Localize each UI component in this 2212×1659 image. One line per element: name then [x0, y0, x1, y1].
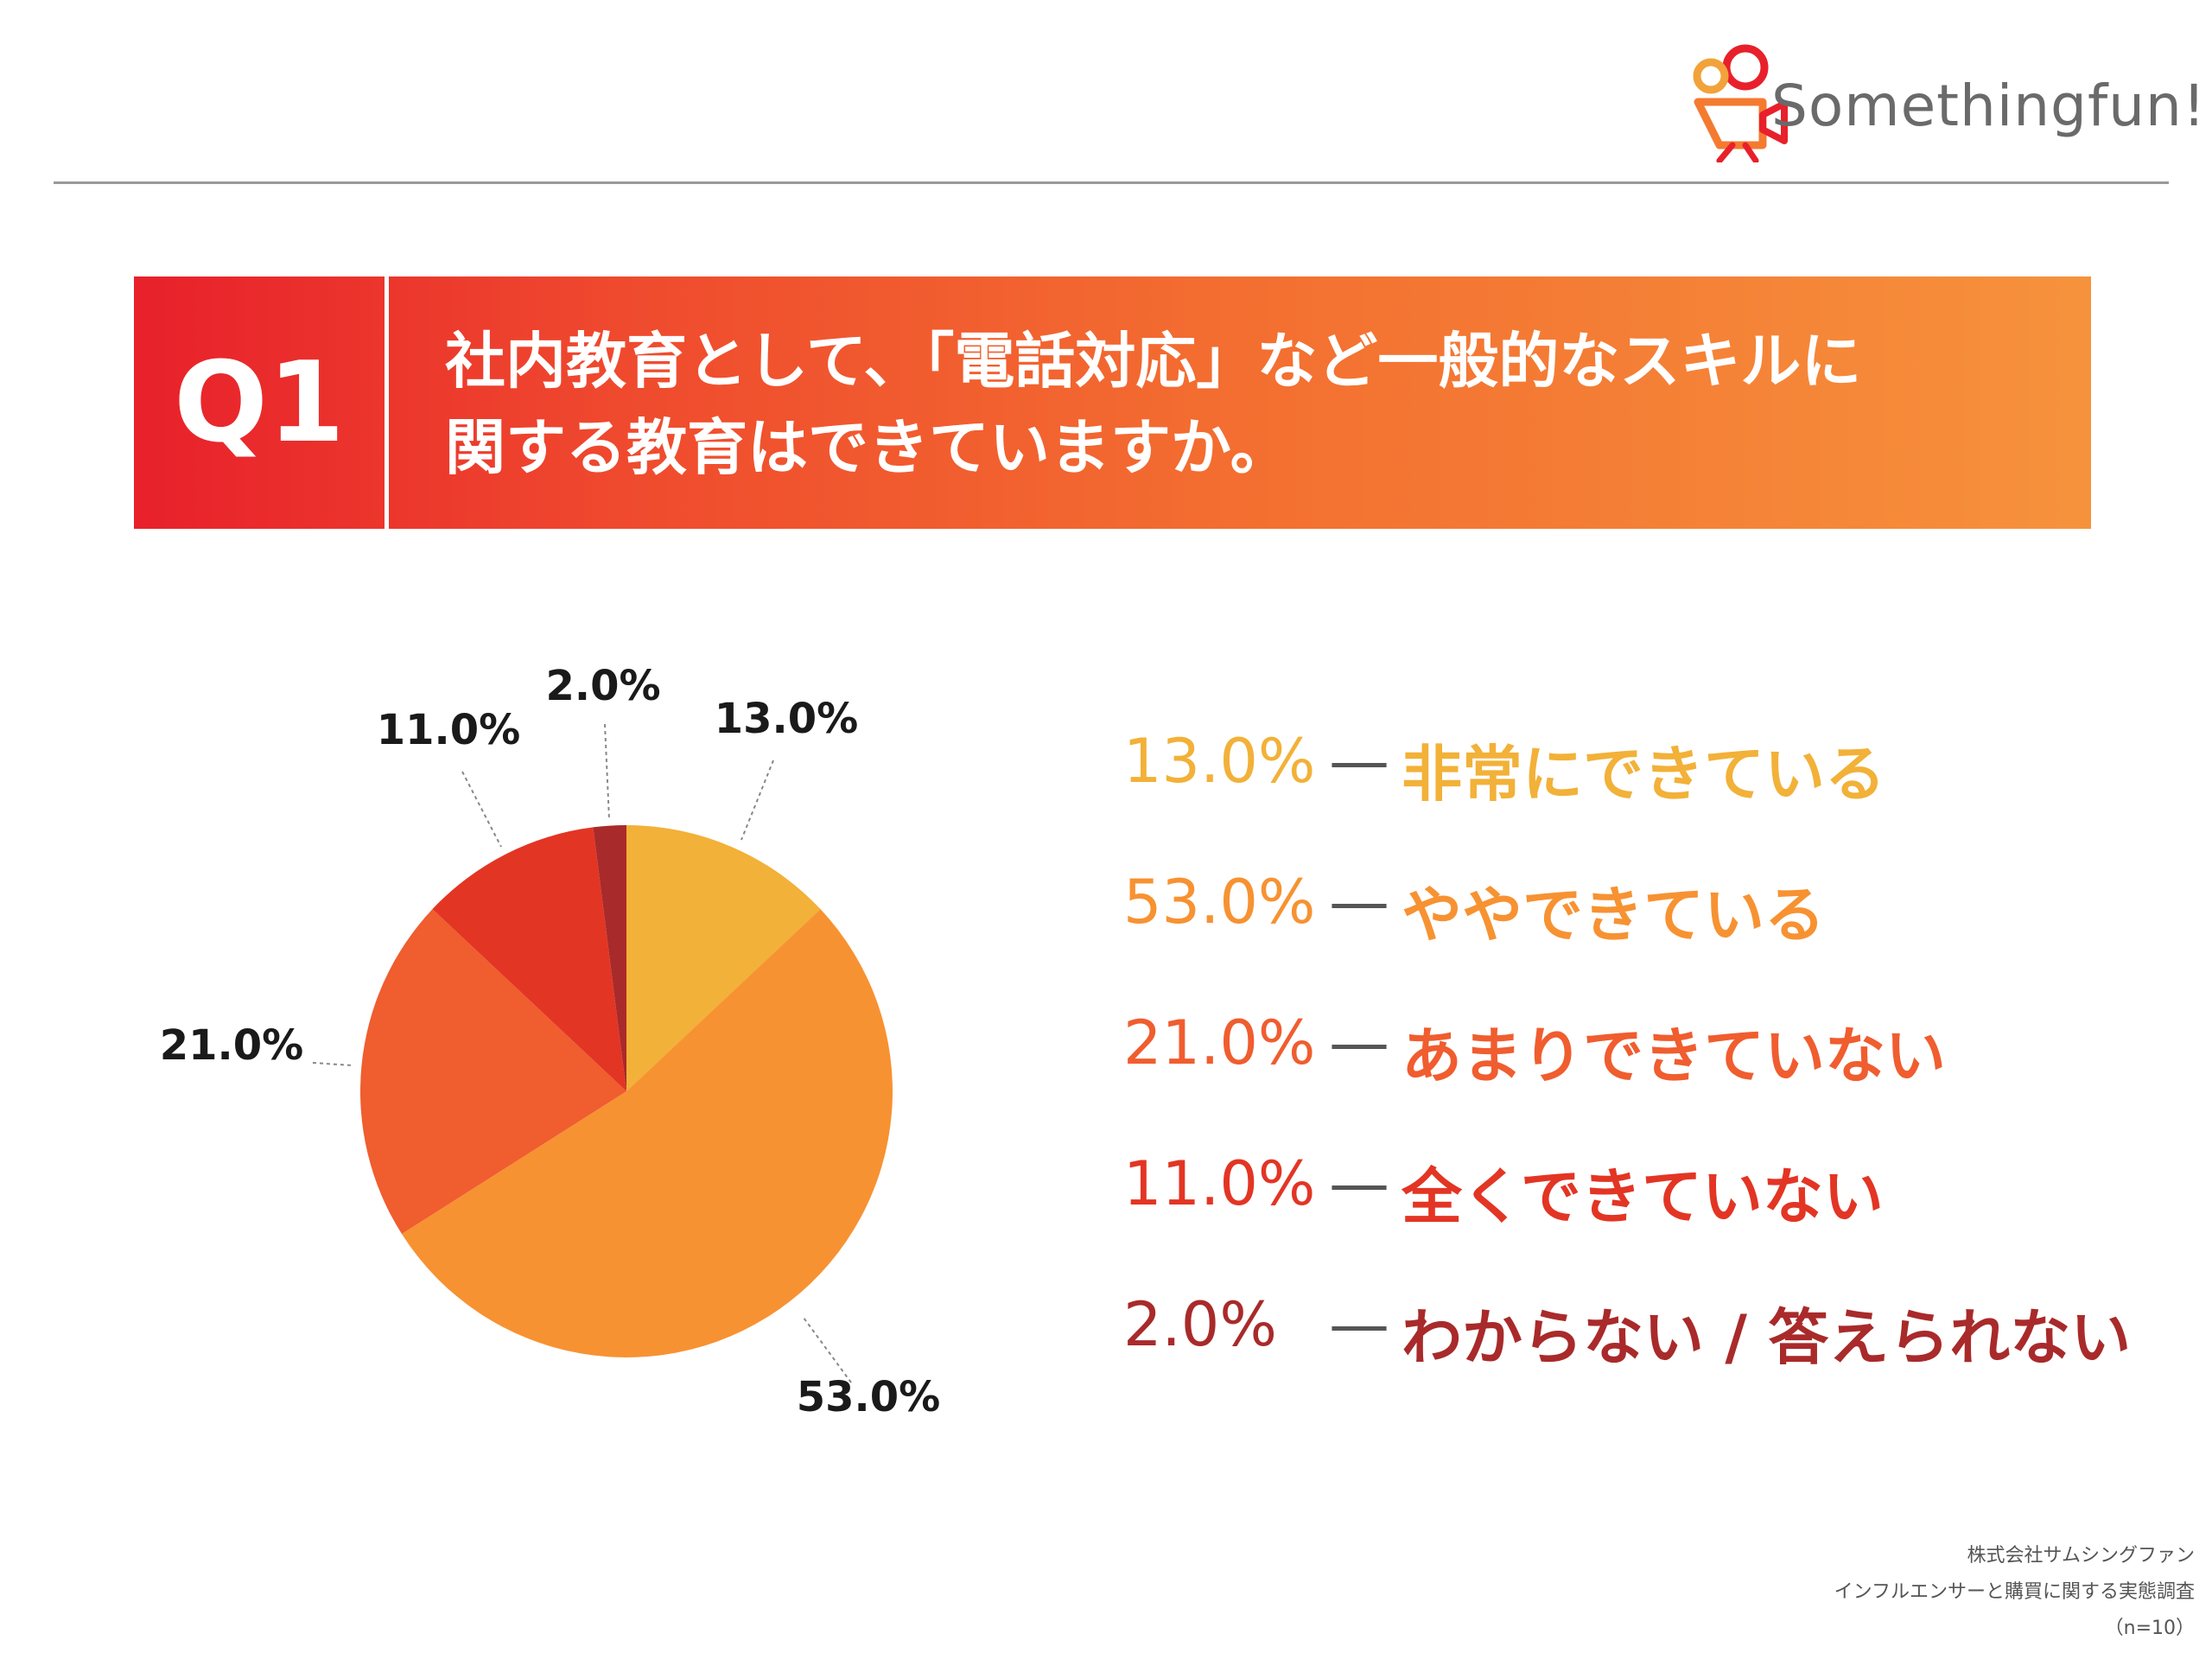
legend-label: 全くできていない	[1402, 1161, 1884, 1232]
header-divider	[54, 181, 2169, 184]
question-line-2: 関する教育はできていますか。	[445, 412, 1291, 483]
footer-sample: （n=10）	[2104, 1618, 2195, 1639]
pie-slice	[593, 825, 626, 1091]
leader-line	[461, 771, 502, 848]
legend-label: 非常にできている	[1402, 739, 1885, 810]
slice-value-label: 21.0%	[160, 1021, 304, 1070]
legend-percent: 13.0%	[1123, 726, 1316, 797]
legend-dash: —	[1329, 1148, 1389, 1219]
logo	[1659, 41, 2160, 164]
legend-item: 21.0% — あまりできていない	[1123, 1007, 2160, 1148]
footer-company: 株式会社サムシングファン	[1967, 1545, 2195, 1567]
legend-item: 53.0% — ややできている	[1123, 867, 2160, 1007]
slice-value-label: 2.0%	[545, 662, 660, 710]
camera-logo-icon	[1693, 44, 1788, 164]
legend-percent: 21.0%	[1123, 1007, 1316, 1078]
legend-item: 13.0% — 非常にできている	[1123, 726, 2160, 867]
legend-label: あまりできていない	[1402, 1020, 1946, 1091]
legend-percent: 53.0%	[1123, 867, 1316, 938]
legend-percent: 2.0%	[1123, 1289, 1277, 1360]
leader-line	[604, 723, 610, 820]
question-text: 社内教育として、「電話対応」など一般的なスキルに 関する教育はできていますか。	[445, 318, 2044, 491]
pie-slice	[432, 827, 626, 1091]
slice-value-label: 53.0%	[797, 1373, 941, 1421]
leader-line	[312, 1062, 353, 1066]
legend-label: わからない / 答えられない	[1402, 1302, 2132, 1373]
question-banner: Q1 社内教育として、「電話対応」など一般的なスキルに 関する教育はできています…	[134, 276, 2091, 529]
footer-survey: インフルエンサーと購買に関する実態調査	[1834, 1581, 2195, 1603]
legend-dash: —	[1329, 726, 1389, 797]
question-number: Q1	[174, 338, 345, 467]
legend-dash: —	[1329, 1007, 1389, 1078]
legend-item: 2.0% — わからない / 答えられない	[1123, 1289, 2160, 1430]
pie-slice	[401, 909, 893, 1357]
legend-percent: 11.0%	[1123, 1148, 1316, 1219]
pie-slice	[359, 909, 626, 1235]
legend-dash: —	[1329, 867, 1389, 938]
logo-text: Somethingfun!	[1771, 73, 2207, 139]
legend-label: ややできている	[1402, 880, 1825, 950]
legend-dash: —	[1329, 1289, 1389, 1360]
question-line-1: 社内教育として、「電話対応」など一般的なスキルに	[445, 326, 1862, 397]
leader-line	[741, 760, 774, 841]
question-separator	[385, 276, 389, 529]
slice-value-label: 11.0%	[377, 706, 521, 754]
footer: 株式会社サムシングファン インフルエンサーと購買に関する実態調査 （n=10）	[1834, 1538, 2195, 1647]
legend: 13.0% — 非常にできている 53.0% — ややできている 21.0% —…	[1123, 726, 2160, 1430]
slice-value-label: 13.0%	[715, 695, 859, 743]
pie-slice	[626, 825, 821, 1091]
legend-item: 11.0% — 全くできていない	[1123, 1148, 2160, 1289]
